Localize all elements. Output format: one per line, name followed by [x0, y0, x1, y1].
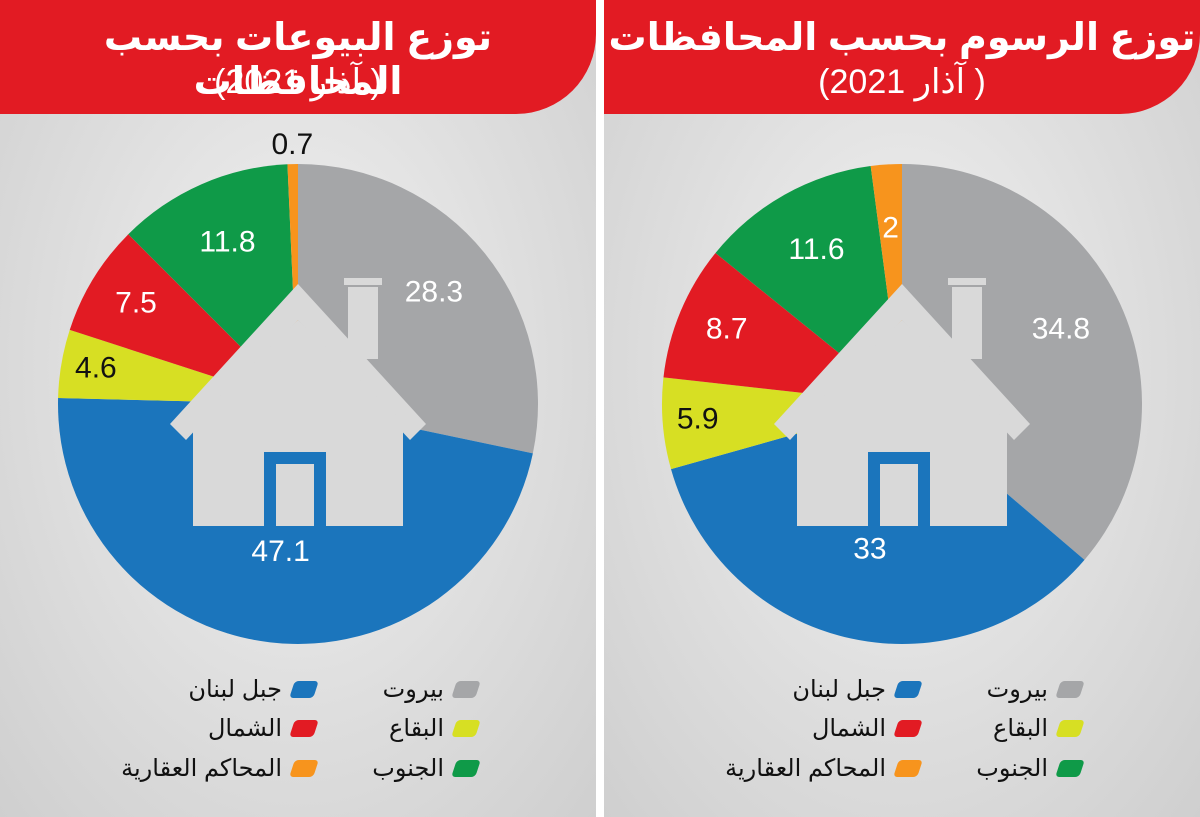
fees-pie-chart: 34.8 33 5.9 8.7 11.6 2 — [661, 164, 1143, 645]
house-chimney-cap — [344, 278, 382, 285]
sales-pie-chart: 28.3 47.1 4.6 7.5 11.8 0.7 — [58, 128, 539, 644]
legend-item-north: الشمال — [680, 713, 923, 743]
data-label-beirut: 34.8 — [1032, 313, 1090, 346]
house-icon — [170, 278, 426, 526]
legend-label-beirut: بيروت — [382, 675, 444, 703]
house-body — [797, 320, 1007, 526]
legend-swatch-bekaa — [451, 719, 481, 737]
legend-label-north: الشمال — [207, 714, 282, 742]
sales-chart-subtitle: ( آذار 2021) — [214, 63, 382, 101]
legend-item-real-estate-courts: المحاكم العقارية — [76, 753, 319, 783]
data-label-courts: 0.7 — [271, 128, 313, 161]
sales-chart-title: توزع البيوعات بحسب المحافظات — [103, 17, 493, 103]
legend-swatch-mount-lebanon — [289, 680, 319, 698]
legend-swatch-mount-lebanon — [893, 680, 923, 698]
data-label-bekaa: 4.6 — [75, 351, 117, 384]
house-icon — [774, 278, 1030, 526]
legend-label-real-estate-courts: المحاكم العقارية — [725, 754, 886, 782]
legend-swatch-beirut — [451, 680, 481, 698]
legend-item-beirut: بيروت — [842, 674, 1085, 704]
legend-item-mount-lebanon: جبل لبنان — [76, 674, 319, 704]
data-label-mount: 33 — [853, 532, 886, 565]
legend-swatch-beirut — [1055, 680, 1085, 698]
legend-item-south: الجنوب — [842, 753, 1085, 783]
legend-swatch-real-estate-courts — [893, 759, 923, 777]
legend-label-south: الجنوب — [976, 754, 1048, 782]
fees-chart-title: توزع الرسوم بحسب المحافظات — [608, 17, 1196, 59]
legend-label-bekaa: البقاع — [993, 714, 1048, 742]
pie-slice-beirut — [902, 164, 1143, 560]
legend-label-north: الشمال — [811, 714, 886, 742]
legend-swatch-bekaa — [1055, 719, 1085, 737]
legend-item-bekaa: البقاع — [842, 713, 1085, 743]
legend-swatch-north — [289, 719, 319, 737]
legend-label-mount-lebanon: جبل لبنان — [792, 675, 886, 703]
data-label-courts: 2 — [882, 211, 899, 244]
house-body — [193, 320, 403, 526]
data-label-bekaa: 5.9 — [677, 403, 719, 436]
sales-chart-panel: توزع البيوعات بحسب المحافظات ( آذار 2021… — [0, 0, 596, 817]
legend-swatch-north — [893, 719, 923, 737]
legend-label-bekaa: البقاع — [389, 714, 444, 742]
house-chimney — [348, 287, 378, 359]
legend-item-north: الشمال — [76, 713, 319, 743]
fees-chart-header: توزع الرسوم بحسب المحافظات ( آذار 2021) — [604, 0, 1200, 114]
data-label-north: 7.5 — [115, 287, 157, 320]
legend-item-south: الجنوب — [238, 753, 481, 783]
house-chimney — [952, 287, 982, 359]
sales-chart-header: توزع البيوعات بحسب المحافظات ( آذار 2021… — [0, 0, 596, 114]
legend-item-mount-lebanon: جبل لبنان — [680, 674, 923, 704]
fees-chart-panel: توزع الرسوم بحسب المحافظات ( آذار 2021) … — [604, 0, 1200, 817]
legend-label-real-estate-courts: المحاكم العقارية — [121, 754, 282, 782]
fees-chart-subtitle: ( آذار 2021) — [818, 63, 986, 101]
house-door — [880, 464, 918, 526]
data-label-north: 8.7 — [706, 313, 748, 346]
legend-label-beirut: بيروت — [986, 675, 1048, 703]
house-chimney-cap — [948, 278, 986, 285]
legend-label-south: الجنوب — [372, 754, 444, 782]
data-label-south: 11.6 — [788, 233, 844, 266]
legend-item-real-estate-courts: المحاكم العقارية — [680, 753, 923, 783]
legend-item-bekaa: البقاع — [238, 713, 481, 743]
data-label-south: 11.8 — [199, 226, 255, 259]
legend-label-mount-lebanon: جبل لبنان — [188, 675, 282, 703]
legend-swatch-south — [1055, 759, 1085, 777]
data-label-beirut: 28.3 — [405, 276, 463, 309]
legend-swatch-real-estate-courts — [289, 759, 319, 777]
data-label-mount: 47.1 — [251, 535, 309, 568]
legend-swatch-south — [451, 759, 481, 777]
house-door — [276, 464, 314, 526]
legend-item-beirut: بيروت — [238, 674, 481, 704]
